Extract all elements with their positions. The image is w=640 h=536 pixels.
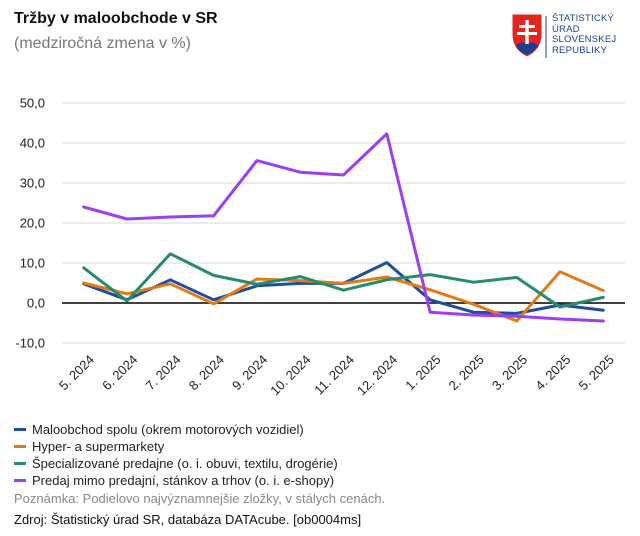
legend-item: Špecializované predajne (o. i. obuvi, te…	[14, 455, 338, 472]
logo-text: ŠTATISTICKÝ ÚRAD SLOVENSKEJ REPUBLIKY	[552, 13, 617, 56]
legend-swatch	[14, 462, 26, 465]
x-tick-label: 12. 2024	[354, 352, 400, 398]
logo-line: ŠTATISTICKÝ	[552, 13, 615, 24]
x-tick-label: 5. 2024	[56, 352, 97, 393]
legend-label: Špecializované predajne (o. i. obuvi, te…	[32, 456, 338, 471]
y-tick-label: -10,0	[15, 336, 45, 351]
x-tick-label: 7. 2024	[142, 352, 183, 393]
legend-swatch	[14, 428, 26, 431]
y-tick-label: 40,0	[20, 136, 45, 151]
logo-line: SLOVENSKEJ	[552, 34, 617, 45]
x-tick-label: 1. 2025	[402, 352, 443, 393]
x-tick-label: 6. 2024	[99, 352, 140, 393]
slovak-coat-of-arms-icon	[511, 13, 543, 58]
line-chart: -10,0 0,0 10,0 20,0 30,0 40,0 50,0 5. 2024 6. 20…	[15, 96, 625, 398]
legend-item: Hyper- a supermarkety	[14, 438, 338, 455]
y-tick-label: 10,0	[20, 256, 45, 271]
x-tick-label: 2. 2025	[446, 352, 487, 393]
legend-label: Maloobchod spolu (okrem motorových vozid…	[32, 422, 304, 437]
series-line	[82, 261, 605, 315]
x-tick-label: 8. 2024	[186, 352, 227, 393]
x-tick-label: 9. 2024	[229, 352, 270, 393]
x-tick-label: 5. 2025	[576, 352, 617, 393]
chart-legend: Maloobchod spolu (okrem motorových vozid…	[14, 421, 338, 489]
x-tick-label: 10. 2024	[267, 352, 313, 398]
series-line	[82, 132, 605, 323]
logo	[511, 13, 547, 58]
legend-swatch	[14, 445, 26, 448]
series-line	[82, 270, 605, 323]
x-tick-label: 11. 2024	[311, 352, 357, 398]
chart-subtitle: (medziročná zmena v %)	[14, 35, 191, 52]
logo-line: ÚRAD	[552, 23, 580, 35]
legend-swatch	[14, 479, 26, 482]
legend-item: Maloobchod spolu (okrem motorových vozid…	[14, 421, 338, 438]
legend-label: Predaj mimo predajní, stánkov a trhov (o…	[32, 473, 335, 488]
logo-line: REPUBLIKY	[552, 44, 608, 56]
legend-item: Predaj mimo predajní, stánkov a trhov (o…	[14, 472, 338, 489]
y-tick-label: 20,0	[20, 216, 45, 231]
x-tick-label: 4. 2025	[532, 352, 573, 393]
chart-source: Zdroj: Štatistický úrad SR, databáza DAT…	[14, 512, 362, 527]
y-tick-label: 0,0	[27, 296, 45, 311]
x-tick-label: 3. 2025	[489, 352, 530, 393]
chart-note: Poznámka: Podielovo najvýznamnejšie zlož…	[14, 491, 386, 506]
legend-label: Hyper- a supermarkety	[32, 439, 165, 454]
chart-title: Tržby v maloobchode v SR	[14, 10, 218, 27]
series-line	[82, 252, 605, 309]
y-tick-label: 30,0	[20, 176, 45, 191]
y-tick-label: 50,0	[20, 96, 45, 111]
